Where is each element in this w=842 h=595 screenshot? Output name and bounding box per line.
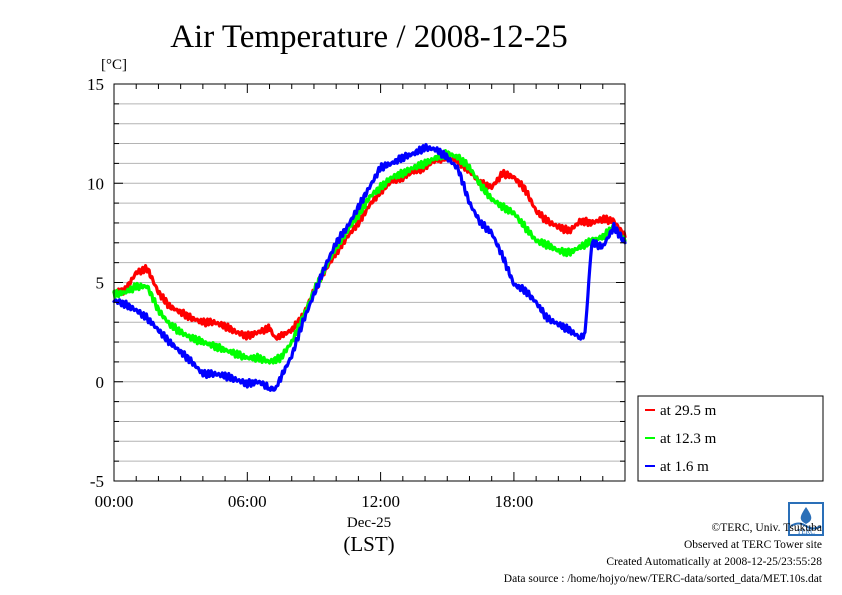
x-tick-label: 12:00: [361, 492, 400, 511]
terc-logo: TERC: [788, 502, 824, 536]
legend-label: at 29.5 m: [660, 403, 717, 419]
y-tick-label: 5: [96, 274, 105, 293]
series-lines: [112, 142, 627, 392]
logo-text: TERC: [797, 528, 815, 536]
series-line: [112, 142, 627, 392]
x-tick-label: 00:00: [95, 492, 134, 511]
y-tick-label: -5: [90, 472, 104, 491]
footer-site: Observed at TERC Tower site: [684, 539, 822, 551]
legend: at 29.5 m at 12.3 m at 1.6 m: [637, 395, 824, 482]
water-drop-icon: [800, 507, 812, 524]
x-axis-timezone-label: (LST): [343, 532, 394, 556]
y-tick-label: 0: [96, 373, 105, 392]
footer-copyright: ©TERC, Univ. Tsukuba: [712, 522, 822, 534]
y-axis-unit-label: [°C]: [101, 57, 127, 73]
x-axis-date-label: Dec-25: [347, 515, 391, 531]
wave-icon: [790, 522, 822, 530]
legend-label: at 1.6 m: [660, 459, 709, 475]
footer: ©TERC, Univ. Tsukuba Observed at TERC To…: [504, 522, 823, 585]
x-tick-label: 18:00: [495, 492, 534, 511]
series-line: [112, 153, 627, 341]
footer-source: Data source : /home/hojyo/new/TERC-data/…: [504, 573, 823, 585]
axis-tick-labels: 15 10 5 0 -500:00 06:00 12:00 18:00: [87, 75, 533, 511]
y-tick-label: 15: [87, 75, 104, 94]
legend-box: [637, 395, 824, 482]
x-tick-label: 06:00: [228, 492, 267, 511]
axis-ticks: [114, 84, 625, 481]
grid-lines: [114, 103, 625, 462]
legend-label: at 12.3 m: [660, 431, 717, 447]
series-line: [112, 149, 627, 365]
chart-title: Air Temperature / 2008-12-25: [170, 19, 568, 55]
y-tick-label: 10: [87, 174, 104, 193]
footer-created: Created Automatically at 2008-12-25/23:5…: [606, 556, 822, 568]
